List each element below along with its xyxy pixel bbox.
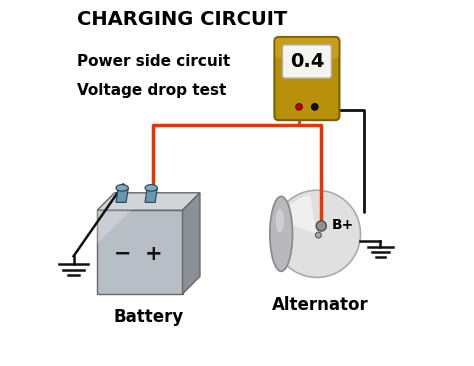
Circle shape [316, 232, 321, 238]
Ellipse shape [145, 184, 157, 191]
Ellipse shape [116, 184, 128, 191]
Text: B+: B+ [331, 217, 354, 232]
Polygon shape [116, 188, 128, 202]
Ellipse shape [275, 209, 284, 233]
FancyBboxPatch shape [283, 45, 331, 78]
Circle shape [296, 104, 302, 110]
Text: Power side circuit: Power side circuit [77, 54, 230, 69]
Polygon shape [145, 188, 157, 202]
FancyBboxPatch shape [274, 37, 339, 120]
Polygon shape [97, 210, 182, 294]
Polygon shape [97, 210, 131, 244]
Circle shape [273, 190, 361, 277]
Polygon shape [97, 193, 200, 210]
Text: Battery: Battery [113, 307, 184, 326]
Circle shape [311, 104, 318, 110]
Text: Alternator: Alternator [272, 296, 369, 314]
Text: +: + [145, 244, 163, 264]
Polygon shape [182, 193, 200, 294]
FancyBboxPatch shape [275, 38, 339, 59]
Circle shape [316, 221, 327, 231]
Text: Voltage drop test: Voltage drop test [77, 83, 227, 98]
Text: −: − [114, 244, 132, 264]
Wedge shape [280, 195, 317, 234]
Text: CHARGING CIRCUIT: CHARGING CIRCUIT [77, 11, 287, 30]
Ellipse shape [270, 197, 292, 271]
Text: 0.4: 0.4 [290, 52, 324, 71]
